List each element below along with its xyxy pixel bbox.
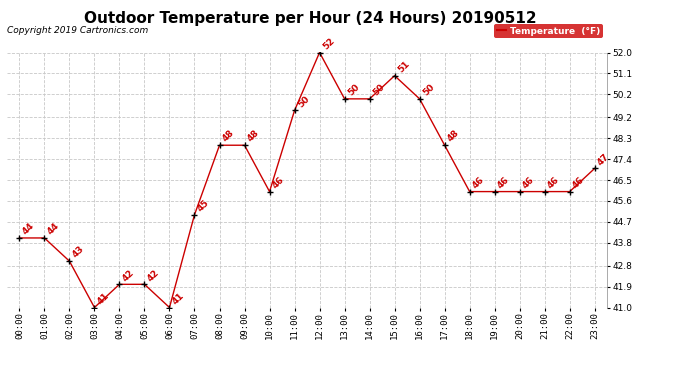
Text: 46: 46 <box>521 175 536 190</box>
Text: 46: 46 <box>471 175 486 190</box>
Text: 48: 48 <box>221 129 236 144</box>
Text: 44: 44 <box>46 221 61 237</box>
Text: Copyright 2019 Cartronics.com: Copyright 2019 Cartronics.com <box>7 26 148 35</box>
Text: 42: 42 <box>121 268 136 283</box>
Text: 41: 41 <box>96 291 111 306</box>
Text: 51: 51 <box>396 59 411 74</box>
Text: 48: 48 <box>446 129 462 144</box>
Text: 41: 41 <box>171 291 186 306</box>
Text: 47: 47 <box>596 152 611 167</box>
Text: 50: 50 <box>371 82 386 98</box>
Text: 50: 50 <box>296 94 311 109</box>
Text: 42: 42 <box>146 268 161 283</box>
Text: 43: 43 <box>71 244 86 260</box>
Text: 46: 46 <box>571 175 586 190</box>
Text: 50: 50 <box>421 82 436 98</box>
Legend: Temperature  (°F): Temperature (°F) <box>494 24 602 38</box>
Text: 46: 46 <box>496 175 511 190</box>
Text: Outdoor Temperature per Hour (24 Hours) 20190512: Outdoor Temperature per Hour (24 Hours) … <box>84 11 537 26</box>
Text: 52: 52 <box>321 36 336 51</box>
Text: 46: 46 <box>271 175 286 190</box>
Text: 48: 48 <box>246 129 262 144</box>
Text: 44: 44 <box>21 221 36 237</box>
Text: 46: 46 <box>546 175 562 190</box>
Text: 45: 45 <box>196 198 211 213</box>
Text: 50: 50 <box>346 82 361 98</box>
